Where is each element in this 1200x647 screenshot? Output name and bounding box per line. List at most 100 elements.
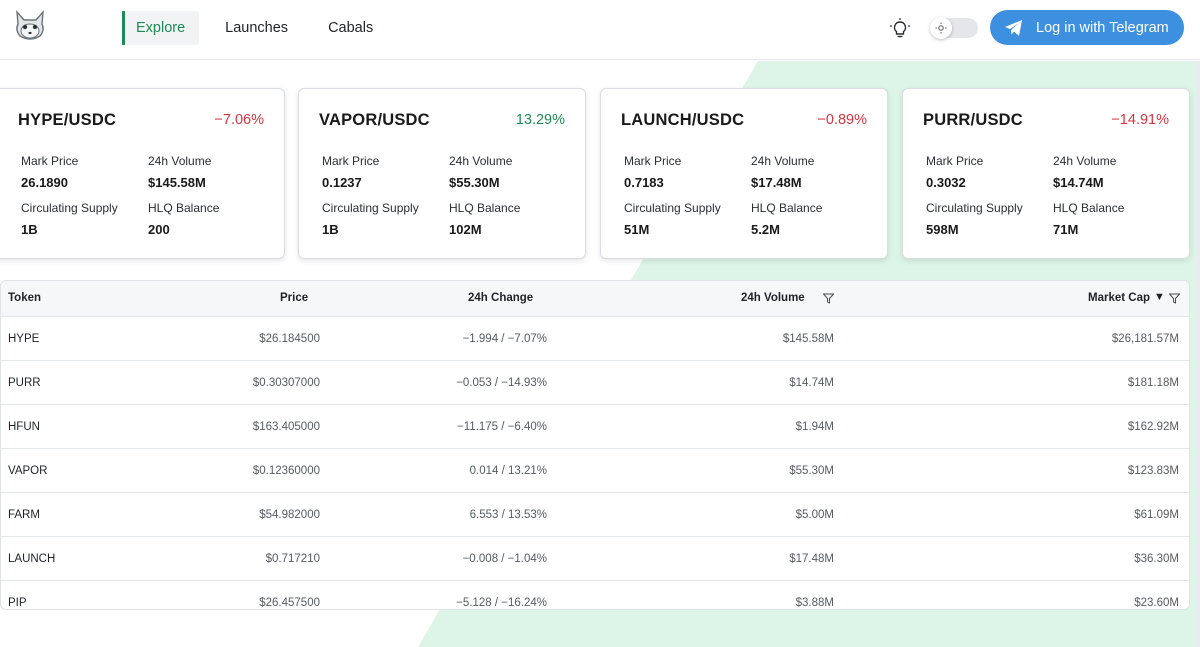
cell-price: $26.184500 — [259, 333, 320, 345]
hlq-label: HLQ Balance — [751, 201, 823, 215]
card-pair: PURR/USDC — [923, 111, 1023, 129]
card-change: −7.06% — [214, 112, 264, 128]
hlq-value: 71M — [1053, 222, 1079, 237]
table-row[interactable]: HFUN $163.405000 −11.175 / −6.40% $1.94M $16… — [1, 405, 1189, 449]
lightbulb-icon[interactable] — [890, 18, 910, 40]
cell-24h-volume: $145.58M — [782, 333, 834, 345]
cell-24h-change: 6.553 / 13.53% — [469, 509, 547, 521]
hlq-label: HLQ Balance — [148, 201, 220, 215]
cell-market-cap: $61.09M — [1134, 509, 1179, 521]
cell-market-cap: $123.83M — [1127, 465, 1179, 477]
main-nav: Explore Launches Cabals — [122, 11, 399, 45]
card-change: 13.29% — [515, 112, 565, 128]
cell-price: $54.982000 — [259, 509, 320, 521]
table-header: Token Price 24h Change 24h Volume Market… — [1, 281, 1189, 317]
hlq-value: 200 — [148, 222, 170, 237]
sort-desc-indicator[interactable]: ▼ — [1154, 291, 1165, 303]
volume-value: $14.74M — [1053, 175, 1104, 190]
token-table: Token Price 24h Change 24h Volume Market… — [0, 280, 1190, 610]
supply-label: Circulating Supply — [322, 201, 419, 215]
cell-market-cap: $162.92M — [1127, 421, 1179, 433]
hlq-label: HLQ Balance — [449, 201, 521, 215]
cell-24h-volume: $1.94M — [795, 421, 834, 433]
nav-cabals[interactable]: Cabals — [328, 20, 374, 36]
hlq-label: HLQ Balance — [1053, 201, 1125, 215]
cell-token: LAUNCH — [8, 553, 56, 565]
market-card-hype[interactable]: HYPE/USDC −7.06% Mark Price 26.1890 24h … — [0, 88, 285, 259]
card-change: −14.91% — [1111, 112, 1169, 128]
sun-icon — [935, 22, 947, 34]
table-row[interactable]: LAUNCH $0.717210 −0.008 / −1.04% $17.48M $36… — [1, 537, 1189, 581]
volume-value: $145.58M — [148, 175, 206, 190]
table-row[interactable]: VAPOR $0.12360000 0.014 / 13.21% $55.30M $12… — [1, 449, 1189, 493]
login-label: Log in with Telegram — [1036, 19, 1169, 36]
volume-value: $17.48M — [751, 175, 802, 190]
card-pair: HYPE/USDC — [18, 111, 117, 129]
supply-label: Circulating Supply — [21, 201, 118, 215]
column-token[interactable]: Token — [8, 292, 42, 304]
market-card-vapor[interactable]: VAPOR/USDC 13.29% Mark Price 0.1237 24h … — [298, 88, 586, 259]
column-24h-change[interactable]: 24h Change — [468, 292, 534, 304]
top-header: Explore Launches Cabals Log in with Tele… — [0, 0, 1200, 60]
supply-value: 1B — [322, 222, 339, 237]
supply-value: 51M — [624, 222, 650, 237]
toggle-knob — [930, 17, 952, 39]
volume-label: 24h Volume — [449, 154, 513, 168]
cell-price: $0.12360000 — [252, 465, 320, 477]
cell-24h-volume: $3.88M — [795, 597, 834, 609]
supply-value: 598M — [926, 222, 959, 237]
cell-token: FARM — [8, 509, 40, 521]
card-pair: VAPOR/USDC — [319, 111, 430, 129]
cell-price: $163.405000 — [252, 421, 320, 433]
mark-price-value: 0.3032 — [926, 175, 966, 190]
table-row[interactable]: FARM $54.982000 6.553 / 13.53% $5.00M $61.09… — [1, 493, 1189, 537]
mark-price-label: Mark Price — [21, 154, 79, 168]
volume-label: 24h Volume — [1053, 154, 1117, 168]
cell-24h-change: 0.014 / 13.21% — [469, 465, 547, 477]
cell-market-cap: $36.30M — [1134, 553, 1179, 565]
supply-label: Circulating Supply — [624, 201, 721, 215]
mark-price-label: Mark Price — [624, 154, 682, 168]
hlq-value: 102M — [449, 222, 482, 237]
column-market-cap[interactable]: Market Cap — [1088, 292, 1150, 304]
cell-24h-change: −5.128 / −16.24% — [456, 597, 547, 609]
telegram-icon — [1005, 19, 1022, 36]
supply-value: 1B — [21, 222, 38, 237]
cell-24h-volume: $55.30M — [789, 465, 834, 477]
cell-24h-volume: $5.00M — [795, 509, 834, 521]
fox-logo-icon[interactable] — [12, 8, 48, 44]
cell-price: $0.30307000 — [252, 377, 320, 389]
column-24h-volume[interactable]: 24h Volume — [741, 292, 805, 304]
nav-explore[interactable]: Explore — [122, 11, 200, 45]
theme-toggle[interactable] — [930, 17, 978, 39]
column-price[interactable]: Price — [280, 292, 309, 304]
nav-launches[interactable]: Launches — [225, 20, 289, 36]
volume-filter-icon[interactable] — [823, 293, 834, 304]
market-card-purr[interactable]: PURR/USDC −14.91% Mark Price 0.3032 24h … — [902, 88, 1190, 259]
mark-price-value: 0.1237 — [322, 175, 362, 190]
volume-value: $55.30M — [449, 175, 500, 190]
cell-24h-change: −0.053 / −14.93% — [456, 377, 547, 389]
scrollbar-track[interactable] — [1196, 61, 1200, 647]
table-row[interactable]: HYPE $26.184500 −1.994 / −7.07% $145.58M $26… — [1, 317, 1189, 361]
table-row[interactable]: PURR $0.30307000 −0.053 / −14.93% $14.74M $1… — [1, 361, 1189, 405]
cell-price: $0.717210 — [265, 553, 320, 565]
card-change: −0.89% — [817, 112, 867, 128]
cell-market-cap: $26,181.57M — [1111, 333, 1179, 345]
cell-24h-change: −0.008 / −1.04% — [462, 553, 547, 565]
cell-token: PURR — [8, 377, 41, 389]
volume-label: 24h Volume — [751, 154, 815, 168]
table-row[interactable]: PIP $26.457500 −5.128 / −16.24% $3.88M $23.6… — [1, 581, 1189, 609]
mark-price-value: 26.1890 — [21, 175, 68, 190]
cell-market-cap: $23.60M — [1134, 597, 1179, 609]
volume-label: 24h Volume — [148, 154, 212, 168]
telegram-login-button[interactable]: Log in with Telegram — [990, 10, 1184, 45]
card-pair: LAUNCH/USDC — [621, 111, 745, 129]
mark-price-label: Mark Price — [926, 154, 984, 168]
cell-price: $26.457500 — [259, 597, 320, 609]
cell-token: HFUN — [8, 421, 40, 433]
cell-24h-change: −11.175 / −6.40% — [457, 421, 547, 433]
supply-label: Circulating Supply — [926, 201, 1023, 215]
mcap-filter-icon[interactable] — [1169, 293, 1180, 304]
market-card-launch[interactable]: LAUNCH/USDC −0.89% Mark Price 0.7183 24h… — [600, 88, 888, 259]
